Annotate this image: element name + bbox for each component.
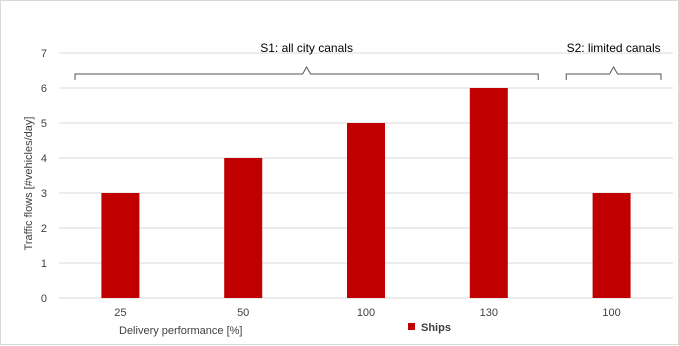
y-tick-label: 6 bbox=[41, 83, 47, 95]
x-tick-label: 100 bbox=[357, 307, 375, 319]
bar bbox=[347, 123, 385, 298]
group-bracket bbox=[74, 65, 539, 80]
bar bbox=[101, 193, 140, 298]
bar bbox=[224, 158, 263, 298]
y-tick-label: 0 bbox=[41, 293, 47, 305]
legend-swatch bbox=[408, 323, 415, 330]
legend-label: Ships bbox=[421, 322, 451, 334]
x-tick-label: 25 bbox=[114, 307, 126, 319]
y-tick-label: 7 bbox=[41, 48, 47, 60]
group-label: S1: all city canals bbox=[260, 41, 353, 55]
x-tick-label: 130 bbox=[480, 307, 498, 319]
y-tick-label: 2 bbox=[41, 223, 47, 235]
y-tick-label: 3 bbox=[41, 188, 47, 200]
y-tick-label: 4 bbox=[41, 153, 47, 165]
y-tick-label: 5 bbox=[41, 118, 47, 130]
bar bbox=[469, 88, 508, 298]
bar bbox=[592, 193, 631, 298]
x-tick-label: 50 bbox=[237, 307, 249, 319]
group-label: S2: limited canals bbox=[567, 41, 661, 55]
group-bracket bbox=[565, 65, 662, 80]
y-tick-label: 1 bbox=[41, 258, 47, 270]
x-tick-label: 100 bbox=[602, 307, 620, 319]
y-axis-title: Traffic flows [#vehicles/day] bbox=[23, 117, 35, 251]
x-axis-title: Delivery performance [%] bbox=[119, 325, 243, 337]
